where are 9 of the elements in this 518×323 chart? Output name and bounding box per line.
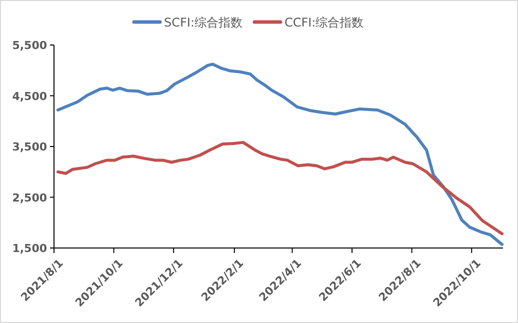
y-tick-label: 3,500 — [12, 140, 48, 154]
y-tick-label: 1,500 — [12, 242, 48, 255]
legend-label: CCFI:综合指数 — [284, 16, 364, 30]
y-tick-label: 4,500 — [12, 90, 48, 103]
line-series — [56, 62, 504, 246]
line-series — [56, 140, 504, 236]
y-tick-label: 2,500 — [12, 191, 48, 204]
legend-label: SCFI:综合指数 — [164, 16, 242, 30]
y-tick-label: 5,500 — [12, 39, 48, 52]
